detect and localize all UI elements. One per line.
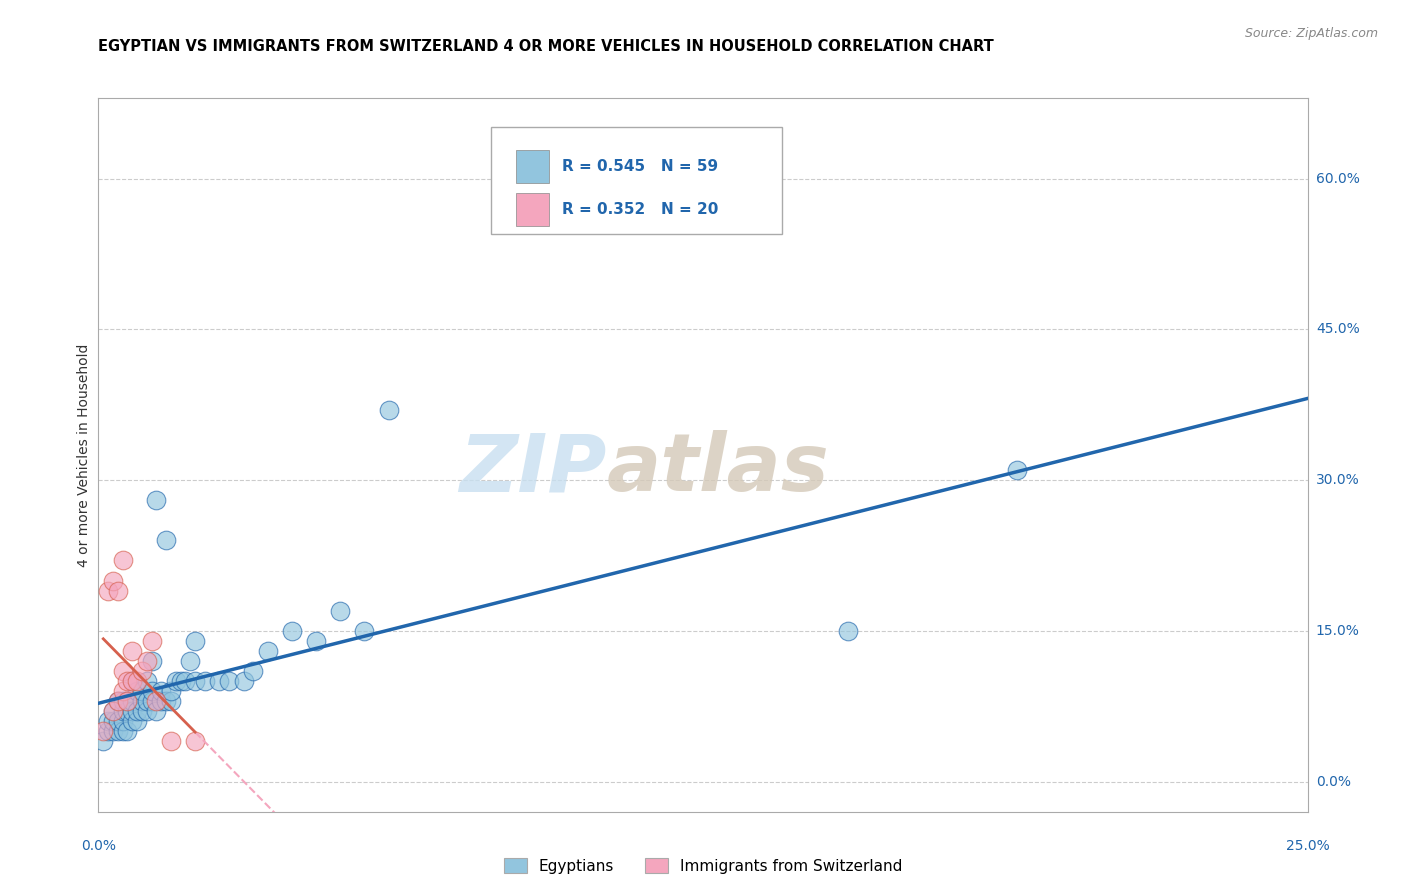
Point: [353, 624, 375, 638]
Point: [150, 694, 173, 708]
Text: 0.0%: 0.0%: [82, 839, 115, 854]
Point: [101, 724, 124, 739]
Point: [111, 724, 134, 739]
Point: [121, 694, 143, 708]
Point: [101, 714, 124, 729]
Point: [141, 694, 163, 708]
Text: 0.0%: 0.0%: [1316, 774, 1351, 789]
Point: [117, 694, 139, 708]
Point: [131, 704, 153, 718]
Text: R = 0.352   N = 20: R = 0.352 N = 20: [561, 202, 718, 218]
Point: [160, 684, 183, 698]
Point: [145, 694, 167, 708]
Point: [837, 624, 859, 638]
Point: [127, 714, 149, 729]
Point: [111, 553, 134, 567]
Point: [127, 674, 149, 689]
Point: [97, 714, 120, 729]
Point: [377, 402, 399, 417]
Legend: Egyptians, Immigrants from Switzerland: Egyptians, Immigrants from Switzerland: [498, 852, 908, 880]
Text: R = 0.545   N = 59: R = 0.545 N = 59: [561, 159, 717, 174]
Bar: [516, 194, 550, 227]
Point: [127, 704, 149, 718]
Point: [281, 624, 304, 638]
Point: [155, 694, 177, 708]
Point: [232, 674, 254, 689]
Text: ZIP: ZIP: [458, 430, 606, 508]
Point: [107, 714, 129, 729]
Point: [329, 604, 352, 618]
Point: [91, 724, 114, 739]
Point: [101, 704, 124, 718]
Point: [218, 674, 240, 689]
Point: [117, 674, 139, 689]
Point: [184, 674, 207, 689]
Point: [107, 694, 129, 708]
Point: [107, 583, 129, 598]
Point: [111, 694, 134, 708]
Text: EGYPTIAN VS IMMIGRANTS FROM SWITZERLAND 4 OR MORE VEHICLES IN HOUSEHOLD CORRELAT: EGYPTIAN VS IMMIGRANTS FROM SWITZERLAND …: [98, 38, 994, 54]
Point: [145, 493, 167, 508]
Bar: [516, 150, 550, 183]
Point: [131, 664, 153, 678]
Point: [135, 694, 157, 708]
Point: [141, 654, 163, 668]
Point: [91, 734, 114, 748]
Point: [127, 684, 149, 698]
Point: [131, 684, 153, 698]
Point: [242, 664, 264, 678]
Point: [121, 714, 143, 729]
Point: [165, 674, 187, 689]
Point: [160, 694, 183, 708]
Point: [121, 674, 143, 689]
Point: [1007, 463, 1029, 477]
Point: [208, 674, 231, 689]
Point: [141, 633, 163, 648]
Point: [97, 724, 120, 739]
Point: [184, 633, 207, 648]
Point: [194, 674, 217, 689]
FancyBboxPatch shape: [492, 127, 782, 234]
Point: [107, 694, 129, 708]
Point: [121, 674, 143, 689]
Point: [141, 684, 163, 698]
Y-axis label: 4 or more Vehicles in Household: 4 or more Vehicles in Household: [77, 343, 91, 566]
Point: [111, 714, 134, 729]
Point: [184, 734, 207, 748]
Point: [135, 654, 157, 668]
Point: [179, 654, 201, 668]
Text: 60.0%: 60.0%: [1316, 171, 1360, 186]
Point: [174, 674, 197, 689]
Point: [131, 694, 153, 708]
Point: [135, 704, 157, 718]
Point: [145, 704, 167, 718]
Text: 30.0%: 30.0%: [1316, 473, 1360, 487]
Point: [101, 574, 124, 588]
Point: [117, 724, 139, 739]
Point: [305, 633, 328, 648]
Point: [121, 644, 143, 658]
Point: [111, 704, 134, 718]
Point: [135, 674, 157, 689]
Point: [121, 704, 143, 718]
Text: atlas: atlas: [606, 430, 830, 508]
Point: [111, 684, 134, 698]
Text: 25.0%: 25.0%: [1285, 839, 1330, 854]
Text: 45.0%: 45.0%: [1316, 322, 1360, 336]
Point: [256, 644, 278, 658]
Point: [101, 704, 124, 718]
Point: [160, 734, 183, 748]
Point: [97, 583, 120, 598]
Point: [169, 674, 191, 689]
Point: [111, 664, 134, 678]
Point: [155, 533, 177, 548]
Text: 15.0%: 15.0%: [1316, 624, 1360, 638]
Point: [117, 694, 139, 708]
Point: [150, 684, 173, 698]
Text: Source: ZipAtlas.com: Source: ZipAtlas.com: [1244, 27, 1378, 40]
Point: [117, 704, 139, 718]
Point: [107, 724, 129, 739]
